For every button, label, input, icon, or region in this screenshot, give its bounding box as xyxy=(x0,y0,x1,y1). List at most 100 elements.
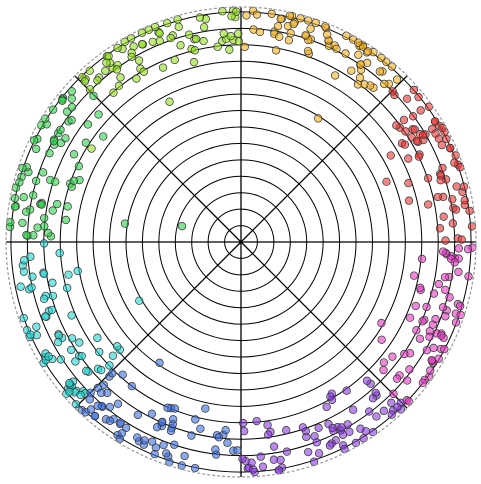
data-point-0-45deg xyxy=(467,222,477,231)
data-point-45-90deg xyxy=(275,32,284,41)
data-point-0-45deg xyxy=(460,196,469,205)
data-point-225-270deg xyxy=(211,445,220,454)
data-point-270-315deg xyxy=(263,420,272,430)
data-point-0-45deg xyxy=(404,196,414,205)
data-point-135-180deg xyxy=(99,132,108,141)
data-point-270-315deg xyxy=(359,434,368,443)
data-point-45-90deg xyxy=(341,49,350,58)
data-point-45-90deg xyxy=(273,22,283,31)
data-point-135-180deg xyxy=(33,223,42,232)
data-point-45-90deg xyxy=(375,67,385,76)
data-point-0-45deg xyxy=(404,178,413,188)
data-point-0-45deg xyxy=(423,174,433,183)
data-point-270-315deg xyxy=(249,465,258,474)
data-point-45-90deg xyxy=(354,50,363,59)
data-point-135-180deg xyxy=(30,136,39,145)
data-point-315-360deg xyxy=(409,271,419,280)
data-point-0-45deg xyxy=(459,182,469,191)
data-point-135-180deg xyxy=(10,202,20,211)
data-point-315-360deg xyxy=(445,293,454,302)
data-point-90-135deg xyxy=(132,74,141,83)
data-point-90-135deg xyxy=(227,12,236,21)
data-point-270-315deg xyxy=(269,455,279,464)
data-point-0-45deg xyxy=(450,158,459,167)
data-point-225-270deg xyxy=(191,415,200,424)
data-point-135-180deg xyxy=(19,193,28,202)
data-point-315-360deg xyxy=(441,312,450,321)
data-point-135-180deg xyxy=(49,136,59,146)
data-point-180-225deg xyxy=(28,272,37,281)
data-point-225-270deg xyxy=(117,429,127,438)
data-point-90-135deg xyxy=(155,29,164,38)
data-point-0-45deg xyxy=(392,121,401,130)
data-point-45-90deg xyxy=(387,62,397,71)
data-point-135-180deg xyxy=(44,228,53,238)
data-point-315-360deg xyxy=(429,343,438,353)
data-point-45-90deg xyxy=(380,79,389,89)
data-point-0-45deg xyxy=(386,151,395,160)
data-point-180-225deg xyxy=(53,337,63,347)
data-point-90-135deg xyxy=(218,7,227,16)
data-point-315-360deg xyxy=(441,285,450,294)
data-point-315-360deg xyxy=(455,301,465,311)
data-point-180-225deg xyxy=(67,311,76,320)
data-point-0-45deg xyxy=(433,192,442,202)
data-point-270-315deg xyxy=(387,398,396,407)
outer-boundary xyxy=(5,6,477,478)
data-point-135-180deg xyxy=(53,199,62,209)
data-point-225-270deg xyxy=(148,437,157,446)
data-point-90-135deg xyxy=(114,81,124,90)
data-point-0-45deg xyxy=(409,85,418,95)
data-point-315-360deg xyxy=(388,352,397,361)
data-point-180-225deg xyxy=(47,305,57,315)
data-point-135-180deg xyxy=(49,105,58,114)
data-point-90-135deg xyxy=(148,37,157,46)
data-point-270-315deg xyxy=(282,426,291,435)
data-point-270-315deg xyxy=(393,403,402,412)
data-point-90-135deg xyxy=(109,88,118,97)
data-point-90-135deg xyxy=(234,37,244,46)
data-point-180-225deg xyxy=(39,239,49,248)
data-point-180-225deg xyxy=(97,365,106,375)
data-point-180-225deg xyxy=(71,400,81,409)
data-point-0-45deg xyxy=(465,206,474,215)
data-point-0-45deg xyxy=(430,117,440,126)
data-point-0-45deg xyxy=(431,129,440,138)
data-point-270-315deg xyxy=(274,466,284,475)
data-point-45-90deg xyxy=(355,73,365,82)
data-point-315-360deg xyxy=(400,349,409,359)
data-point-225-270deg xyxy=(223,438,232,448)
data-point-135-180deg xyxy=(15,178,24,187)
data-point-315-360deg xyxy=(463,245,473,254)
data-point-90-135deg xyxy=(158,63,168,72)
data-point-225-270deg xyxy=(162,449,171,458)
data-point-90-135deg xyxy=(112,65,121,74)
data-point-180-225deg xyxy=(75,338,84,347)
data-point-270-315deg xyxy=(312,438,321,447)
data-point-180-225deg xyxy=(56,355,65,364)
data-point-90-135deg xyxy=(166,33,175,43)
data-point-270-315deg xyxy=(282,447,292,456)
data-point-270-315deg xyxy=(239,418,248,428)
data-point-45-90deg xyxy=(289,19,298,29)
data-point-135-180deg xyxy=(89,91,98,100)
data-point-90-135deg xyxy=(174,22,183,31)
data-point-315-360deg xyxy=(428,320,437,329)
data-point-225-270deg xyxy=(97,388,106,398)
data-point-45-90deg xyxy=(286,29,295,38)
data-point-135-180deg xyxy=(22,207,31,216)
data-point-0-45deg xyxy=(451,205,461,214)
data-point-180-225deg xyxy=(77,351,86,361)
data-point-45-90deg xyxy=(353,80,363,89)
data-point-135-180deg xyxy=(29,191,38,200)
data-point-90-135deg xyxy=(80,77,89,86)
data-point-90-135deg xyxy=(184,30,194,39)
data-point-135-180deg xyxy=(41,114,50,123)
data-point-225-270deg xyxy=(85,395,94,404)
data-point-90-135deg xyxy=(225,45,234,54)
data-point-90-135deg xyxy=(173,15,182,24)
data-point-135-180deg xyxy=(31,176,41,186)
data-point-225-270deg xyxy=(113,399,123,408)
data-point-270-315deg xyxy=(314,449,324,458)
data-point-180-225deg xyxy=(67,334,77,343)
